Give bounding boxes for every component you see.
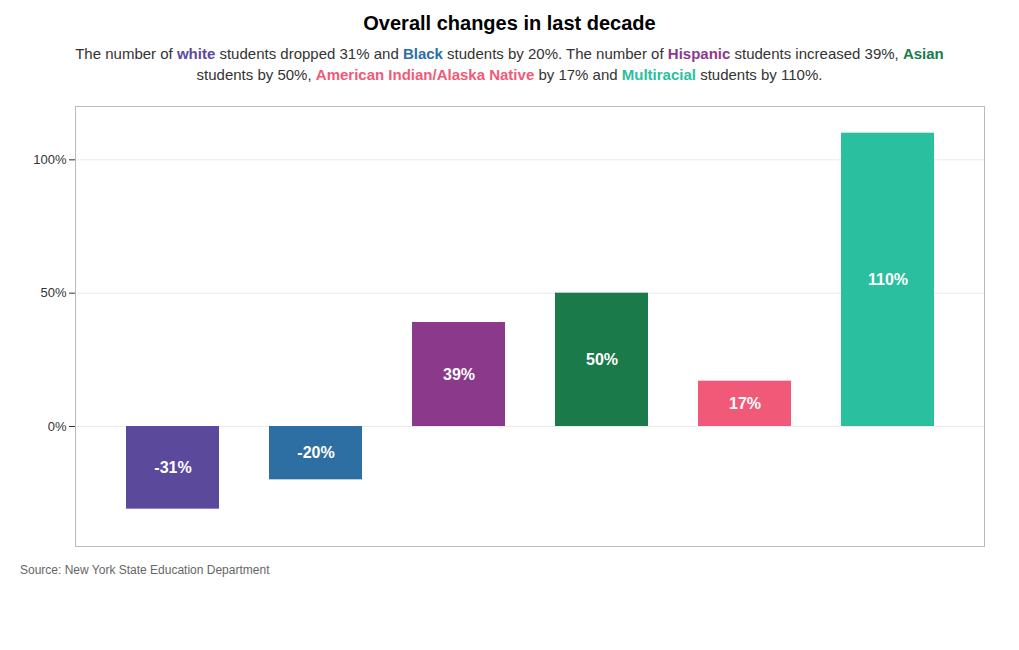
html-text:The number of white students d: The number of white students dropped 31%… xyxy=(75,45,944,62)
svg-text:50%: 50% xyxy=(40,285,66,300)
svg-text:-20%: -20% xyxy=(297,444,334,461)
svg-text:110%: 110% xyxy=(868,271,908,288)
html-text:Overall changes in last decade: Overall changes in last decade xyxy=(363,12,656,34)
svg-text:50%: 50% xyxy=(586,351,618,368)
svg-text:-31%: -31% xyxy=(154,459,191,476)
svg-text:39%: 39% xyxy=(443,366,475,383)
svg-text:0%: 0% xyxy=(48,419,67,434)
svg-text:17%: 17% xyxy=(729,395,761,412)
svg-text:100%: 100% xyxy=(33,152,67,167)
html-text:Source: New York State Educati: Source: New York State Education Departm… xyxy=(20,563,270,577)
html-text:students by 50%, American Indi: students by 50%, American Indian/Alaska … xyxy=(196,66,823,83)
